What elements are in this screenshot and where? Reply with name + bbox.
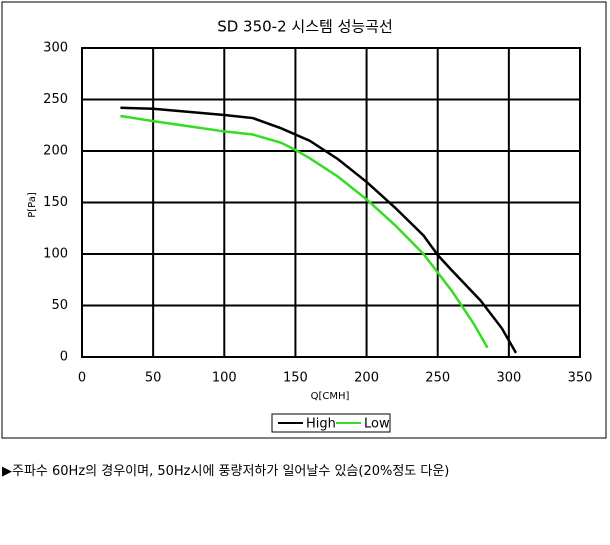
legend-box [271,413,391,433]
y-tick-label: 100 [43,247,68,262]
note: ▶주파수 60Hz의 경우이며, 50Hz시에 풍량저하가 일어날수 있슴(20… [2,464,450,479]
line-series [120,106,518,354]
y-axis-label: P[Pa] [27,192,38,218]
y-tick-label: 300 [43,41,68,56]
y-tick-label: 150 [43,195,68,210]
x-tick-label: 0 [78,371,86,386]
legend-label: High [306,417,336,432]
x-tick-label: 100 [212,371,237,386]
y-tick-label: 250 [43,92,68,107]
y-tick-label: 200 [43,144,68,159]
chart: SD 350-2 시스템 성능곡선 Q[CMH] P[Pa] 0 50 100 150… [1,1,607,439]
x-axis-label: Q[CMH] [311,391,350,402]
chart-frame [1,1,607,439]
legend-label: Low [364,417,390,432]
x-tick-label: 200 [354,371,379,386]
y-tick-label: 0 [60,350,68,365]
x-tick-label: 350 [568,371,593,386]
line-series [120,114,489,349]
y-tick-label: 50 [51,298,68,313]
x-tick-label: 150 [283,371,308,386]
x-tick-label: 300 [496,371,521,386]
x-tick-label: 250 [425,371,450,386]
chart-title: SD 350-2 시스템 성능곡선 [217,18,393,36]
x-tick-label: 50 [145,371,162,386]
